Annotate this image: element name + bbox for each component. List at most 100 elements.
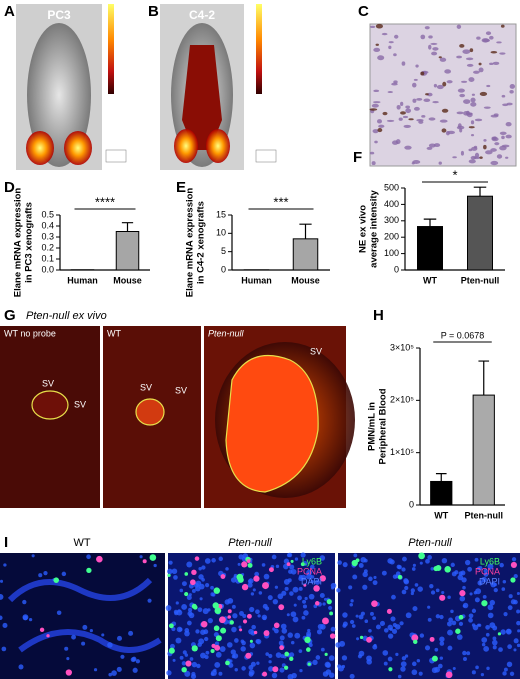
stained-cell [190,579,196,586]
image-label: C4-2 [189,8,215,22]
stained-cell [413,639,418,645]
dapi-cell [271,672,278,679]
nucleus [412,98,417,103]
nucleus [457,88,465,93]
dapi-cell [434,666,441,673]
stained-cell [268,567,274,573]
nucleus [438,56,442,59]
dapi-cell [263,573,270,580]
dapi-cell [268,666,274,672]
dapi-cell [234,668,238,672]
dapi-cell [299,668,303,673]
stained-cell [510,561,517,568]
dapi-cell [204,636,209,642]
dapi-cell [358,563,364,568]
dapi-cell [135,659,141,664]
nucleus [428,35,433,39]
dapi-cell [214,641,220,646]
dapi-cell [201,577,205,582]
dapi-cell [381,570,387,576]
dapi-cell [307,628,311,633]
bar [430,480,453,506]
dapi-cell [468,613,474,619]
nucleus [411,162,415,165]
stained-cell [273,622,280,629]
dapi-cell [438,663,443,669]
stained-cell [225,660,230,666]
dapi-cell [0,579,4,583]
subpanel-label: WT no probe [4,328,56,338]
dapi-cell [290,640,295,645]
dapi-cell [28,617,33,622]
dapi-cell [403,579,410,585]
dapi-cell [302,604,308,609]
dapi-cell [424,645,431,651]
dapi-cell [368,628,372,633]
stained-cell [191,645,198,652]
nucleus [442,81,447,87]
dapi-cell [231,626,237,633]
dapi-cell [516,643,520,648]
dapi-cell [481,576,487,583]
dapi-cell [387,633,394,639]
y-tick-label: 0 [409,499,414,509]
nucleus [375,23,383,29]
dapi-cell [419,561,423,565]
dapi-cell [499,562,504,568]
mouse-image [16,4,102,170]
nucleus [496,41,502,44]
nucleus [370,25,376,28]
image-label: PC3 [47,8,71,22]
nucleus [490,148,497,152]
stained-cell [418,552,425,560]
dapi-cell [383,661,388,666]
dapi-cell [439,614,444,620]
nucleus [441,108,449,113]
sv-label: SV [42,378,54,388]
dapi-cell [230,649,236,655]
dapi-cell [481,642,486,647]
dapi-cell [429,583,434,589]
y-axis-label: Elane mRNA expression [13,188,24,298]
nucleus [415,64,419,68]
nucleus [461,80,468,83]
dapi-cell [56,610,62,616]
y-tick-label: 100 [384,248,399,258]
dapi-cell [458,571,463,576]
subpanel-label: WT [73,537,90,549]
nucleus [430,42,438,45]
dapi-cell [366,655,372,662]
stained-cell [229,620,234,625]
stained-cell [314,601,320,606]
dapi-cell [2,622,8,628]
stained-cell [263,630,270,637]
dapi-cell [507,644,513,650]
dapi-cell [187,611,193,617]
dapi-cell [203,629,209,635]
stained-cell [246,559,251,564]
dapi-cell [297,595,302,601]
stained-cell [210,649,215,654]
dapi-cell [405,612,412,619]
dapi-cell [262,616,267,621]
dapi-cell [301,615,306,620]
legend-entry: PCNA [297,566,322,576]
dapi-cell [507,605,513,611]
dapi-cell [392,622,397,628]
dapi-cell [298,586,303,591]
nucleus [483,139,487,142]
dapi-cell [319,555,326,561]
dapi-cell [204,558,211,564]
stained-cell [184,591,189,597]
panel-letter: E [176,179,186,196]
dapi-cell [275,652,282,658]
subpanel-label: Pten-null [408,537,452,549]
subpanel-label: Pten-null [228,537,272,549]
stained-cell [239,628,243,632]
dapi-cell [322,602,326,606]
dapi-cell [191,661,198,668]
panel-letter: G [4,307,16,324]
dapi-cell [225,567,229,571]
y-tick-label: 0.0 [41,264,54,274]
panel-letter: H [373,307,384,324]
